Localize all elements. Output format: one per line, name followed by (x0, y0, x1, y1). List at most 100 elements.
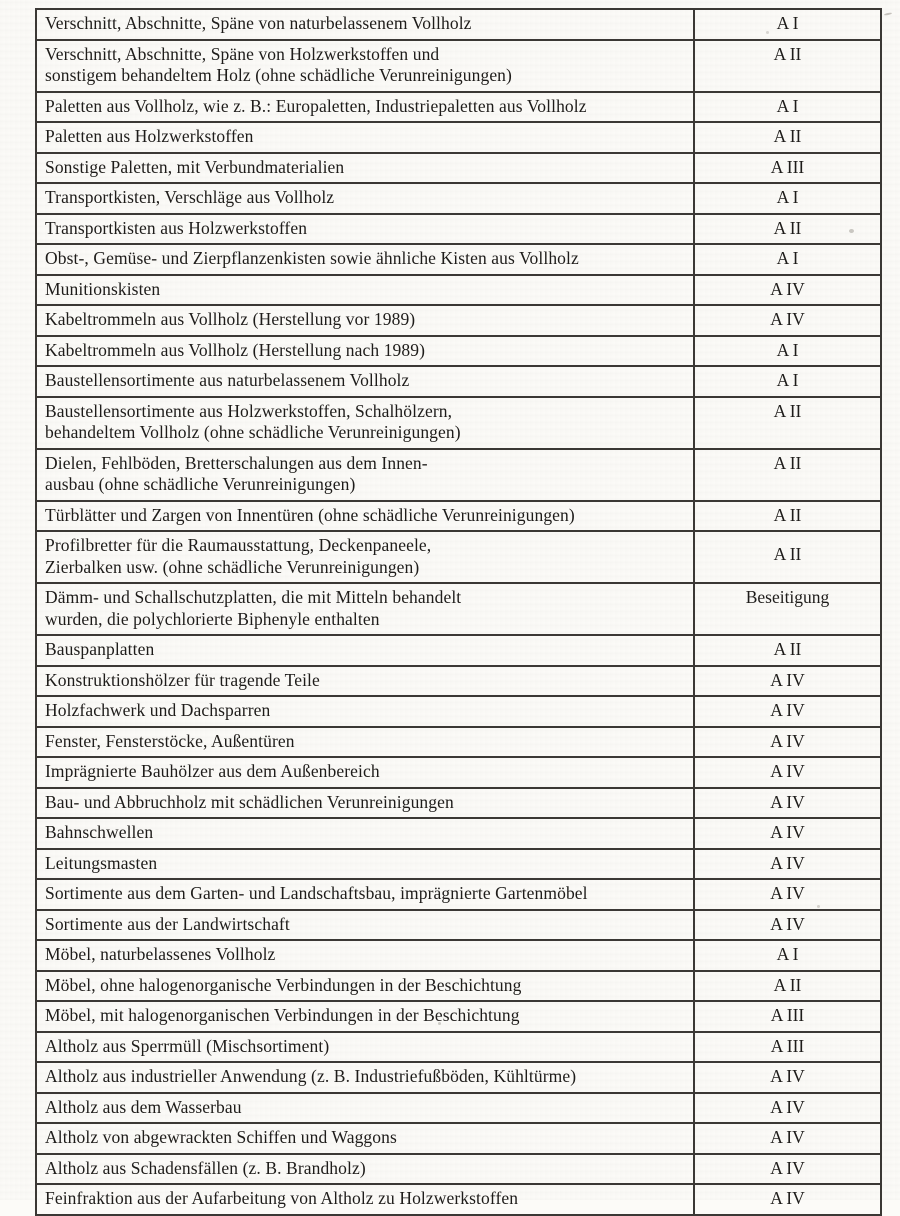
category-cell: A IV (693, 304, 882, 337)
category-cell: A IV (693, 1122, 882, 1155)
table-row: Altholz aus Schadensfällen (z. B. Brandh… (35, 1152, 882, 1185)
table-row: Transportkisten, Verschläge aus Vollholz… (35, 182, 882, 215)
table-row: Verschnitt, Abschnitte, Späne von naturb… (35, 8, 882, 41)
material-description-cell: Konstruktionshölzer für tragende Teile (35, 664, 695, 697)
category-cell: A IV (693, 1183, 882, 1216)
material-description-cell: Altholz aus dem Wasserbau (35, 1091, 695, 1124)
table-row: Konstruktionshölzer für tragende Teile A… (35, 664, 882, 697)
table-row: Möbel, naturbelassenes Vollholz A I (35, 939, 882, 972)
table-row: Imprägnierte Bauhölzer aus dem Außenbere… (35, 756, 882, 789)
table-row: Paletten aus Vollholz, wie z. B.: Europa… (35, 90, 882, 123)
material-description-cell: Fenster, Fensterstöcke, Außentüren (35, 725, 695, 758)
category-cell: A I (693, 334, 882, 367)
material-description-cell: Transportkisten, Verschläge aus Vollholz (35, 182, 695, 215)
table-row: Baustellensortimente aus naturbelassenem… (35, 365, 882, 398)
category-cell: A IV (693, 695, 882, 728)
table-row: Baustellensortimente aus Holzwerkstoffen… (35, 395, 882, 450)
material-description-cell: Türblätter und Zargen von Innentüren (oh… (35, 499, 695, 532)
table-row: Altholz aus Sperrmüll (Mischsortiment) A… (35, 1030, 882, 1063)
category-cell: A I (693, 90, 882, 123)
material-description-cell: Holzfachwerk und Dachsparren (35, 695, 695, 728)
material-description-cell: Leitungsmasten (35, 847, 695, 880)
material-description-cell: Paletten aus Vollholz, wie z. B.: Europa… (35, 90, 695, 123)
category-cell: Beseitigung (693, 582, 882, 636)
category-cell: A IV (693, 847, 882, 880)
material-description-cell: Altholz aus industrieller Anwendung (z. … (35, 1061, 695, 1094)
category-cell: A III (693, 1030, 882, 1063)
category-cell: A I (693, 939, 882, 972)
table-row: Leitungsmasten A IV (35, 847, 882, 880)
category-cell: A II (693, 530, 882, 584)
table-row: Möbel, mit halogenorganischen Verbindung… (35, 1000, 882, 1033)
table-row: Sortimente aus der Landwirtschaft A IV (35, 908, 882, 941)
category-cell: A II (693, 447, 882, 502)
table-row: Sonstige Paletten, mit Verbundmaterialie… (35, 151, 882, 184)
table-row: Altholz aus dem Wasserbau A IV (35, 1091, 882, 1124)
category-cell: A I (693, 182, 882, 215)
category-cell: A IV (693, 664, 882, 697)
category-cell: A IV (693, 786, 882, 819)
altholz-classification-table: Verschnitt, Abschnitte, Späne von naturb… (35, 8, 882, 1216)
table-row: Sortimente aus dem Garten- und Landschaf… (35, 878, 882, 911)
table-row: Profilbretter für die Raumausstattung, D… (35, 530, 882, 584)
table-row: Bauspanplatten A II (35, 634, 882, 667)
table-row: Dielen, Fehlböden, Bretterschalungen aus… (35, 447, 882, 502)
table-body: Verschnitt, Abschnitte, Späne von naturb… (35, 8, 882, 1216)
table-row: Altholz aus industrieller Anwendung (z. … (35, 1061, 882, 1094)
table-row: Kabeltrommeln aus Vollholz (Herstellung … (35, 334, 882, 367)
material-description-cell: Möbel, naturbelassenes Vollholz (35, 939, 695, 972)
table-row: Möbel, ohne halogenorganische Verbindung… (35, 969, 882, 1002)
category-cell: A IV (693, 1061, 882, 1094)
material-description-cell: Möbel, mit halogenorganischen Verbindung… (35, 1000, 695, 1033)
category-cell: A I (693, 365, 882, 398)
table-row: Altholz von abgewrackten Schiffen und Wa… (35, 1122, 882, 1155)
material-description-cell: Altholz von abgewrackten Schiffen und Wa… (35, 1122, 695, 1155)
material-description-cell: Baustellensortimente aus naturbelassenem… (35, 365, 695, 398)
category-cell: A III (693, 151, 882, 184)
table-row: Transportkisten aus Holzwerkstoffen A II (35, 212, 882, 245)
material-description-cell: Profilbretter für die Raumausstattung, D… (35, 530, 695, 584)
material-description-cell: Sonstige Paletten, mit Verbundmaterialie… (35, 151, 695, 184)
category-cell: A IV (693, 1152, 882, 1185)
category-cell: A II (693, 212, 882, 245)
table-row: Obst-, Gemüse- und Zierpflanzenkisten so… (35, 243, 882, 276)
altholz-classification-table-wrap: Verschnitt, Abschnitte, Späne von naturb… (35, 8, 882, 1216)
category-cell: A IV (693, 878, 882, 911)
material-description-cell: Kabeltrommeln aus Vollholz (Herstellung … (35, 334, 695, 367)
table-row: Verschnitt, Abschnitte, Späne von Holzwe… (35, 38, 882, 93)
table-row: Munitionskisten A IV (35, 273, 882, 306)
category-cell: A IV (693, 908, 882, 941)
category-cell: A II (693, 121, 882, 154)
material-description-cell: Verschnitt, Abschnitte, Späne von Holzwe… (35, 38, 695, 93)
material-description-cell: Bauspanplatten (35, 634, 695, 667)
material-description-cell: Möbel, ohne halogenorganische Verbindung… (35, 969, 695, 1002)
category-cell: A II (693, 634, 882, 667)
material-description-cell: Feinfraktion aus der Aufarbeitung von Al… (35, 1183, 695, 1216)
table-row: Kabeltrommeln aus Vollholz (Herstellung … (35, 304, 882, 337)
material-description-cell: Paletten aus Holzwerkstoffen (35, 121, 695, 154)
scan-speck (883, 12, 893, 16)
material-description-cell: Dielen, Fehlböden, Bretterschalungen aus… (35, 447, 695, 502)
table-row: Paletten aus Holzwerkstoffen A II (35, 121, 882, 154)
material-description-cell: Dämm- und Schallschutzplatten, die mit M… (35, 582, 695, 636)
table-row: Dämm- und Schallschutzplatten, die mit M… (35, 582, 882, 636)
table-row: Bau- und Abbruchholz mit schädlichen Ver… (35, 786, 882, 819)
category-cell: A I (693, 8, 882, 41)
table-row: Türblätter und Zargen von Innentüren (oh… (35, 499, 882, 532)
category-cell: A III (693, 1000, 882, 1033)
material-description-cell: Baustellensortimente aus Holzwerkstoffen… (35, 395, 695, 450)
category-cell: A IV (693, 725, 882, 758)
table-row: Bahnschwellen A IV (35, 817, 882, 850)
material-description-cell: Kabeltrommeln aus Vollholz (Herstellung … (35, 304, 695, 337)
material-description-cell: Sortimente aus dem Garten- und Landschaf… (35, 878, 695, 911)
material-description-cell: Bau- und Abbruchholz mit schädlichen Ver… (35, 786, 695, 819)
material-description-cell: Altholz aus Schadensfällen (z. B. Brandh… (35, 1152, 695, 1185)
table-row: Fenster, Fensterstöcke, Außentüren A IV (35, 725, 882, 758)
table-row: Holzfachwerk und Dachsparren A IV (35, 695, 882, 728)
material-description-cell: Imprägnierte Bauhölzer aus dem Außenbere… (35, 756, 695, 789)
category-cell: A IV (693, 1091, 882, 1124)
category-cell: A I (693, 243, 882, 276)
material-description-cell: Altholz aus Sperrmüll (Mischsortiment) (35, 1030, 695, 1063)
material-description-cell: Transportkisten aus Holzwerkstoffen (35, 212, 695, 245)
category-cell: A II (693, 499, 882, 532)
